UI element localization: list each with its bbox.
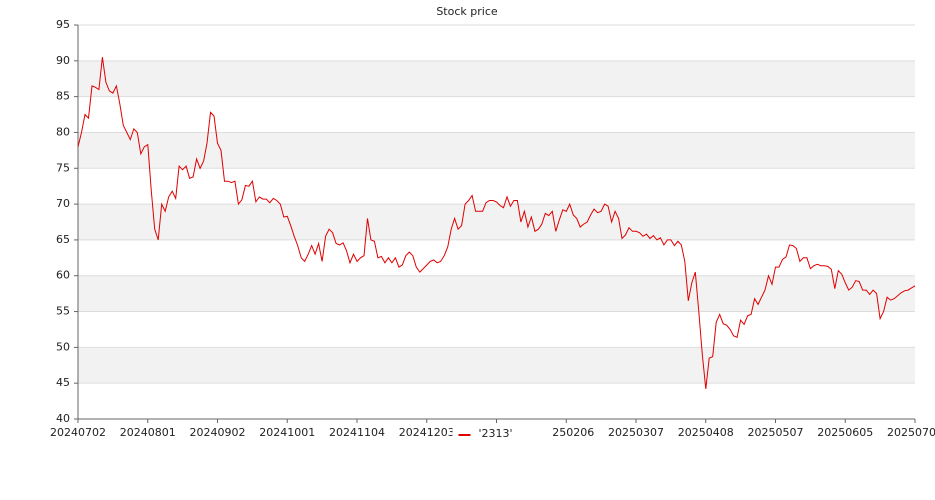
grid-band	[78, 60, 915, 97]
grid-band	[78, 204, 915, 240]
grid-band	[78, 347, 915, 384]
x-tick-label: 20250704	[887, 426, 935, 439]
x-tick-label: 20241203	[399, 426, 455, 439]
y-tick-label: 85	[56, 90, 70, 103]
y-tick-label: 55	[56, 305, 70, 318]
legend: '2313'	[452, 425, 553, 443]
y-tick-label: 50	[56, 340, 70, 353]
x-tick-label: 20250605	[817, 426, 873, 439]
grid-band	[78, 132, 915, 169]
y-tick-label: 95	[56, 18, 70, 31]
x-tick-label: 20250307	[608, 426, 664, 439]
x-tick-label: 20241001	[259, 426, 315, 439]
y-tick-label: 75	[56, 161, 70, 174]
x-tick-label: 20241104	[329, 426, 385, 439]
y-tick-label: 45	[56, 376, 70, 389]
y-tick-label: 40	[56, 412, 70, 425]
legend-label: '2313'	[479, 427, 513, 440]
x-tick-label: 20240702	[50, 426, 106, 439]
x-tick-label: 20240801	[120, 426, 176, 439]
y-tick-label: 65	[56, 233, 70, 246]
legend-box	[452, 425, 553, 443]
y-tick-label: 70	[56, 197, 70, 210]
x-tick-label: 20240902	[190, 426, 246, 439]
x-tick-label: 20250408	[678, 426, 734, 439]
y-tick-label: 60	[56, 269, 70, 282]
y-tick-label: 90	[56, 54, 70, 67]
price-line	[77, 57, 916, 389]
chart-title: Stock price	[436, 5, 498, 18]
y-tick-label: 80	[56, 125, 70, 138]
x-tick-label: 20250507	[748, 426, 804, 439]
grid-band	[78, 275, 915, 312]
